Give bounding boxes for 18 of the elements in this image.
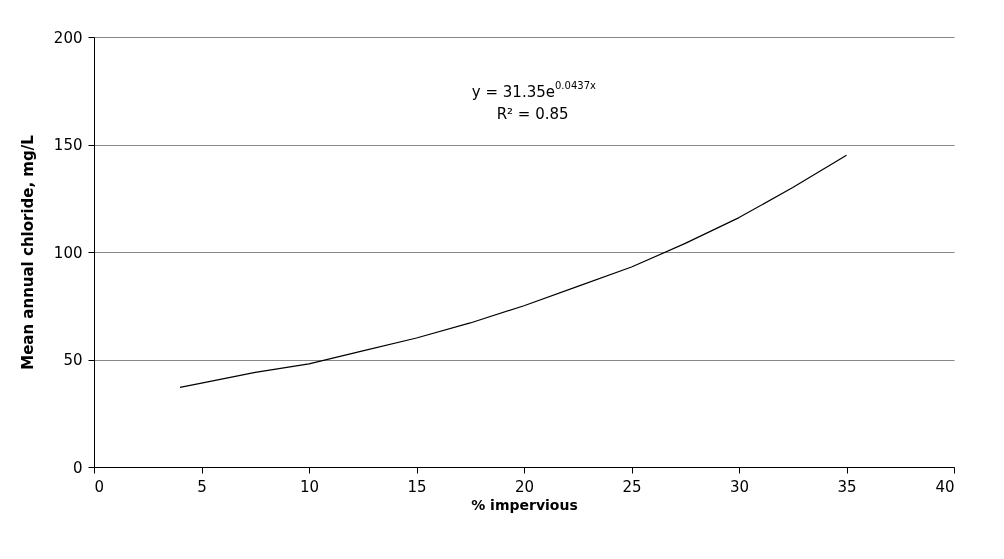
y-tick-label: 100 — [53, 243, 83, 262]
x-tick-label: 20 — [514, 477, 535, 496]
y-tick-label: 0 — [72, 458, 83, 477]
x-tick-label: 15 — [407, 477, 427, 496]
x-tick-label: 30 — [729, 477, 750, 496]
x-tick-label: 5 — [197, 477, 207, 496]
x-tick-label: 0 — [94, 477, 105, 496]
y-tick-label: 150 — [53, 136, 83, 154]
x-tick-label: 40 — [935, 477, 955, 496]
y-tick-label: 200 — [53, 28, 83, 47]
x-tick-label: 35 — [837, 477, 857, 496]
annotation: R² = 0.85 — [496, 105, 569, 123]
x-axis-title: % impervious — [471, 496, 578, 513]
y-axis-title: Mean annual chloride, mg/L — [18, 134, 37, 370]
line-series — [179, 154, 848, 389]
x-tick-label: 10 — [299, 477, 320, 496]
y-tick-label: 50 — [63, 351, 83, 369]
x-tick-label: 25 — [622, 477, 642, 496]
